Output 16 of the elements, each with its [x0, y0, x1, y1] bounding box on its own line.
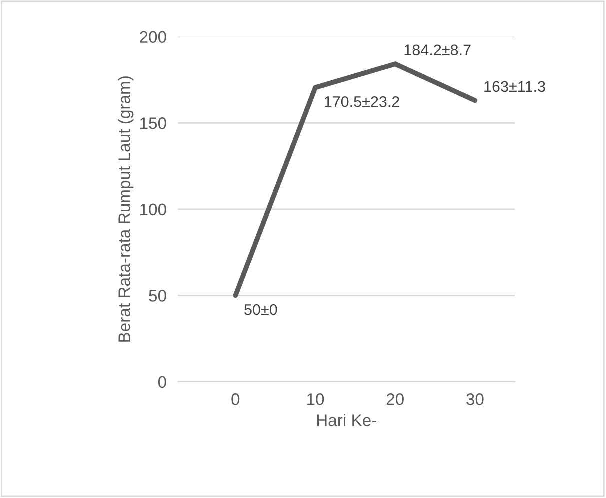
- x-tick-label: 10: [307, 394, 324, 406]
- y-tick-label: 50: [149, 290, 166, 302]
- y-axis-title: Berat Rata-rata Rumput Laut (gram): [118, 76, 134, 342]
- data-label: 163±11.3: [484, 81, 546, 92]
- x-axis-title: Hari Ke-: [317, 414, 376, 426]
- x-tick-label: 20: [386, 394, 404, 406]
- data-label: 184.2±8.7: [404, 44, 471, 56]
- x-tick-label: 0: [232, 394, 240, 406]
- y-tick-label: 0: [158, 376, 166, 388]
- data-label: 170.5±23.2: [324, 96, 400, 108]
- y-tick-label: 200: [140, 31, 166, 44]
- y-tick-label: 100: [140, 204, 166, 216]
- y-tick-label: 150: [140, 118, 166, 130]
- x-tick-label: 30: [466, 394, 484, 406]
- data-label: 50±0: [244, 304, 278, 316]
- line-series: [233, 62, 478, 298]
